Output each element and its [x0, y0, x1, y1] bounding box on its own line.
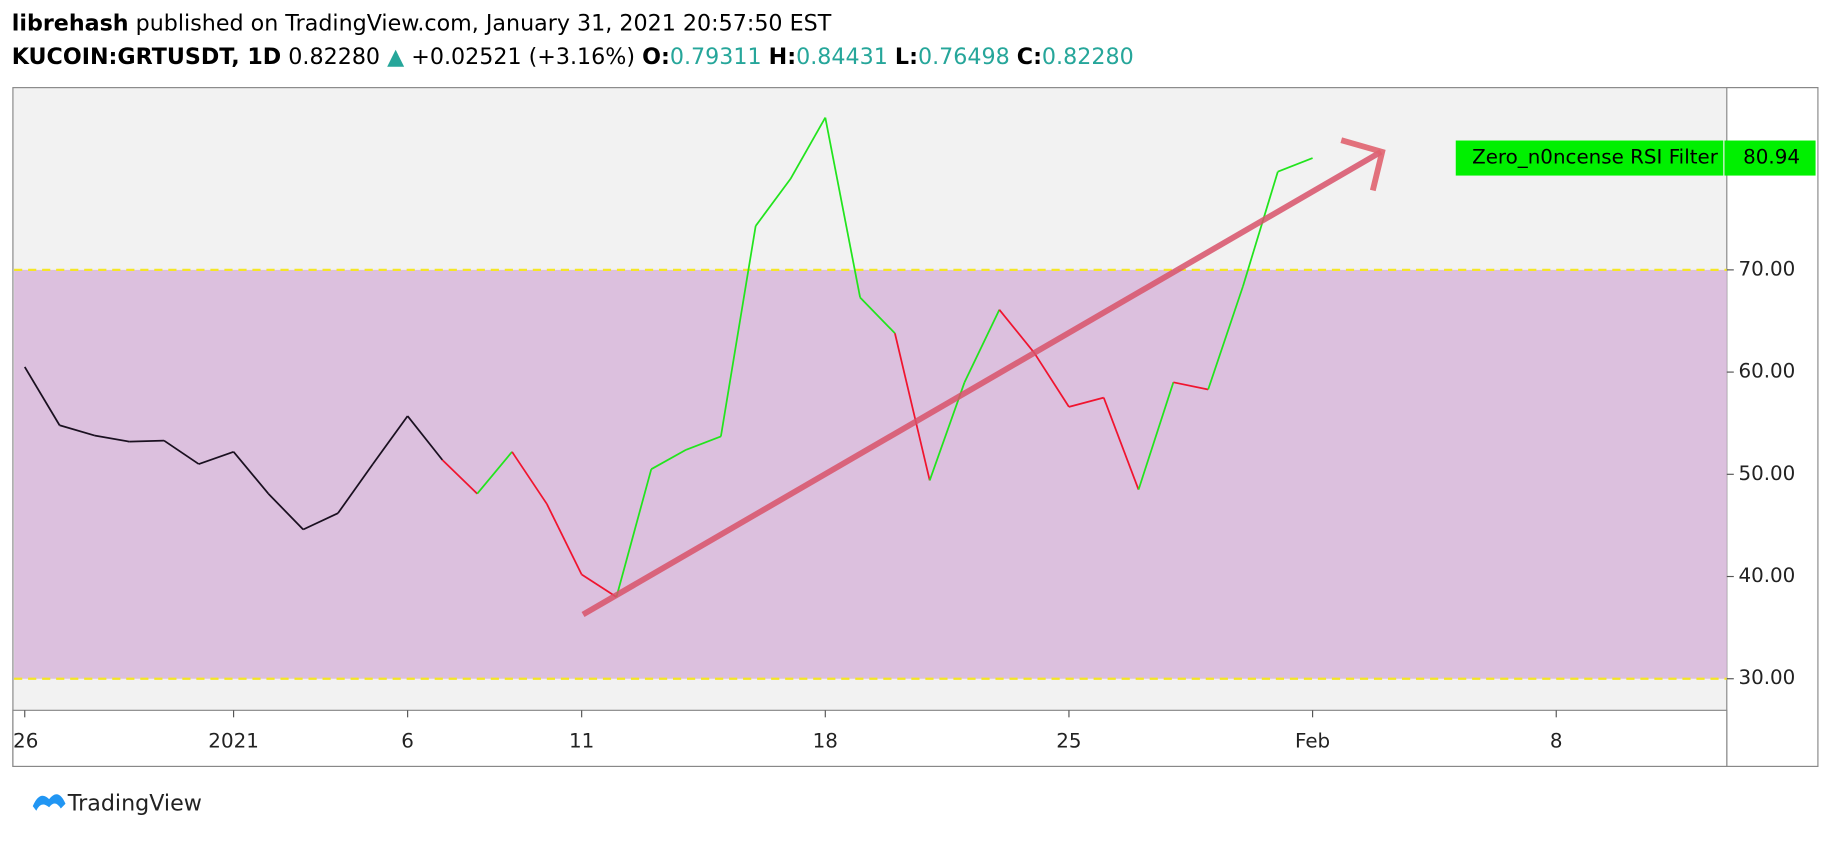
h-label: H:	[769, 44, 796, 70]
symbol: KUCOIN:GRTUSDT, 1D	[12, 44, 282, 70]
x-tick-label: 8	[1550, 729, 1563, 752]
y-tick-label: 40.00	[1738, 564, 1795, 587]
rsi-segment	[1173, 381, 1209, 391]
header-line-1: librehash published on TradingView.com, …	[12, 10, 832, 36]
l-label: L:	[895, 44, 918, 70]
last-value-box	[1724, 140, 1816, 176]
x-tick-label: 6	[401, 729, 414, 752]
x-tick-label: 25	[1056, 729, 1081, 752]
rsi-segment	[963, 309, 1001, 383]
trend-arrow	[581, 149, 1383, 618]
last-value-label: 80.94	[1743, 146, 1800, 169]
y-tick-label: 50.00	[1738, 462, 1795, 485]
rsi-segment	[1102, 397, 1140, 490]
rsi-segment	[1068, 396, 1104, 408]
rsi-segment	[1207, 285, 1244, 390]
rsi-segment	[163, 439, 200, 465]
rsi-band	[14, 269, 1727, 679]
up-arrow: ▲	[380, 44, 411, 70]
x-tick-label: Feb	[1295, 729, 1330, 752]
rsi-segment	[406, 415, 444, 461]
rsi-segment	[859, 296, 896, 334]
rsi-segment	[720, 225, 757, 437]
header-line-2: KUCOIN:GRTUSDT, 1D 0.82280 ▲ +0.02521 (+…	[12, 44, 1134, 70]
l-value: 0.76498	[918, 44, 1010, 70]
rsi-segment	[998, 309, 1035, 354]
rsi-segment	[546, 503, 583, 575]
rsi-segment	[198, 450, 234, 465]
x-tick-label: 11	[569, 729, 594, 752]
x-tick-label: 18	[813, 729, 838, 752]
rsi-segment	[476, 451, 513, 495]
rsi-segment	[337, 463, 374, 514]
y-tick-label: 30.00	[1738, 666, 1795, 689]
rsi-segment	[441, 459, 478, 495]
x-tick-label: 26	[13, 729, 38, 752]
published: published on TradingView.com, January 31…	[136, 10, 832, 36]
y-tick-label: 60.00	[1738, 360, 1795, 383]
rsi-segment	[129, 439, 164, 443]
rsi-segment	[650, 449, 687, 470]
price-axis	[1726, 87, 1819, 767]
legend-name: Zero_n0ncense RSI Filter	[1472, 146, 1719, 169]
rsi-segment	[59, 424, 95, 437]
rsi-segment	[615, 468, 653, 598]
rsi-segment	[1277, 157, 1313, 173]
author: librehash	[12, 10, 129, 36]
rsi-segment	[372, 415, 409, 465]
time-axis	[12, 709, 1728, 767]
trend-arrow-head	[1340, 137, 1386, 192]
rsi-segment	[581, 573, 617, 598]
c-value: 0.82280	[1042, 44, 1134, 70]
rsi-segment	[685, 435, 722, 451]
h-value: 0.84431	[796, 44, 888, 70]
rsi-segment	[267, 493, 304, 531]
rsi-segment	[23, 366, 61, 426]
o-label: O:	[642, 44, 670, 70]
rsi-segment	[94, 434, 130, 443]
rsi-segment	[789, 117, 827, 180]
y-tick-label: 70.00	[1738, 257, 1795, 280]
rsi-segment	[1242, 171, 1279, 287]
o-value: 0.79311	[670, 44, 762, 70]
legend-box	[1455, 140, 1724, 176]
rsi-segment	[1137, 382, 1175, 490]
c-label: C:	[1017, 44, 1042, 70]
rsi-segment	[302, 512, 339, 531]
rsi-segment	[894, 333, 931, 481]
rsi-segment	[232, 451, 270, 495]
rsi-segment	[824, 117, 861, 298]
logo	[32, 794, 66, 811]
rsi-segment	[1033, 352, 1070, 408]
rsi-segment	[511, 451, 548, 505]
brand: TradingView	[67, 790, 202, 816]
rsi-segment	[754, 178, 792, 227]
price: 0.82280	[288, 44, 380, 70]
plot: 30.00 40.00 50.00 60.00 70.00 26 2021 6 11 18 25 Fe…	[13, 117, 1816, 752]
x-tick-label: 2021	[208, 729, 259, 752]
change: +0.02521 (+3.16%)	[411, 44, 635, 70]
